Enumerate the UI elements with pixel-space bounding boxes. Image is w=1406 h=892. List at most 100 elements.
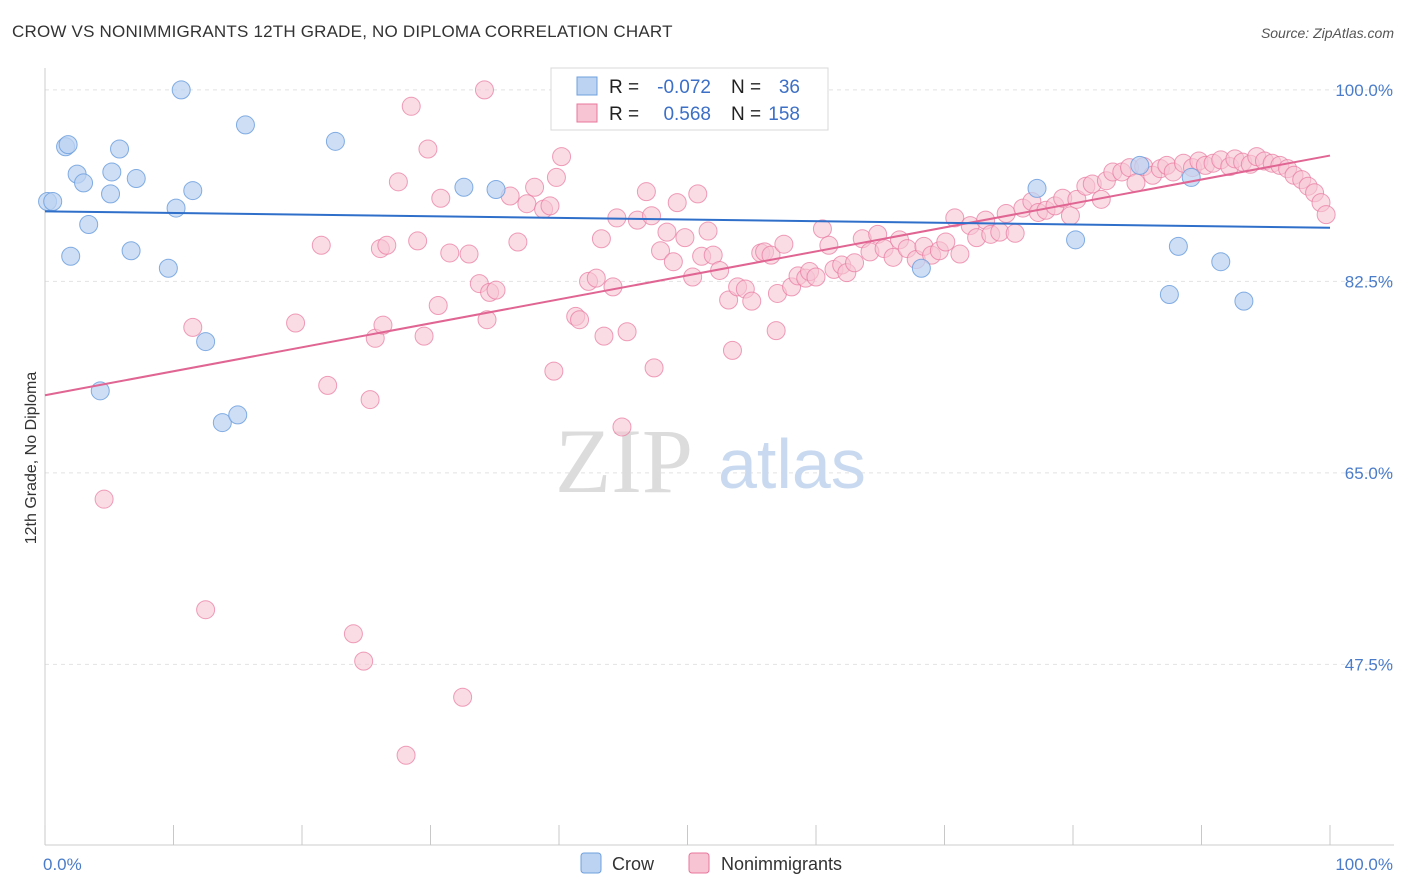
nonimmigrants-point	[401, 96, 421, 116]
crow-point	[58, 135, 78, 155]
trend-lines	[44, 154, 1331, 397]
nonimmigrants-point	[418, 139, 438, 159]
nonimmigrants-point	[603, 277, 623, 297]
nonimmigrants-point	[183, 317, 203, 337]
bottom-legend-non-label: Nonimmigrants	[721, 854, 842, 874]
nonimmigrants-point	[698, 221, 718, 241]
watermark: ZIP atlas	[555, 410, 866, 512]
nonimmigrants-point	[812, 219, 832, 239]
nonimmigrants-point	[845, 253, 865, 273]
nonimmigrants-point	[806, 267, 826, 287]
nonimmigrants-point	[663, 252, 683, 272]
nonimmigrants-point	[722, 340, 742, 360]
legend-non-n-label: N =	[731, 104, 761, 125]
crow-point	[1130, 155, 1150, 175]
crow-point	[1234, 291, 1254, 311]
nonimmigrants-point	[683, 267, 703, 287]
nonimmigrants-point	[667, 193, 687, 213]
nonimmigrants-trend-line	[44, 154, 1331, 397]
nonimmigrants-point	[453, 687, 473, 707]
nonimmigrants-point	[675, 228, 695, 248]
nonimmigrants-point	[570, 310, 590, 330]
crow-point	[61, 246, 81, 266]
nonimmigrants-point	[360, 390, 380, 410]
nonimmigrants-point	[318, 375, 338, 395]
nonimmigrants-point	[414, 326, 434, 346]
legend-crow-r-label: R =	[609, 77, 639, 98]
nonimmigrants-point	[546, 167, 566, 187]
nonimmigrants-point	[343, 624, 363, 644]
crow-point	[171, 80, 191, 100]
crow-point	[74, 173, 94, 193]
stats-legend: R = -0.072 N = 36 R = 0.568 N = 158	[550, 67, 829, 131]
nonimmigrants-point	[936, 232, 956, 252]
nonimmigrants-point	[396, 745, 416, 765]
nonimmigrants-point	[544, 361, 564, 381]
nonimmigrants-point	[766, 321, 786, 341]
crow-point	[325, 131, 345, 151]
nonimmigrants-point	[657, 222, 677, 242]
bottom-legend-crow-label: Crow	[612, 854, 655, 874]
legend-crow-n-value: 36	[779, 77, 800, 98]
crow-point	[486, 179, 506, 199]
bottom-legend-non-swatch	[688, 852, 710, 874]
nonimmigrants-point	[586, 268, 606, 288]
y-tick-label: 100.0%	[1335, 81, 1393, 100]
nonimmigrants-point	[644, 358, 664, 378]
nonimmigrants-point	[459, 244, 479, 264]
watermark-atlas: atlas	[718, 425, 866, 503]
nonimmigrants-point	[594, 326, 614, 346]
nonimmigrants-points	[94, 80, 1336, 765]
nonimmigrants-point	[373, 315, 393, 335]
crow-points	[38, 80, 1254, 433]
nonimmigrants-point	[428, 295, 448, 315]
crow-point	[1027, 178, 1047, 198]
crow-point	[1159, 285, 1179, 305]
crow-point	[911, 258, 931, 278]
nonimmigrants-point	[525, 177, 545, 197]
nonimmigrants-point	[477, 310, 497, 330]
nonimmigrants-point	[286, 313, 306, 333]
crow-point	[121, 241, 141, 261]
nonimmigrants-point	[94, 489, 114, 509]
nonimmigrants-point	[1005, 223, 1025, 243]
nonimmigrants-point	[388, 172, 408, 192]
nonimmigrants-point	[486, 280, 506, 300]
chart-source: Source: ZipAtlas.com	[1260, 25, 1394, 41]
legend-non-swatch	[576, 103, 598, 123]
nonimmigrants-point	[996, 204, 1016, 224]
crow-point	[235, 115, 255, 135]
crow-point	[101, 184, 121, 204]
nonimmigrants-point	[612, 417, 632, 437]
nonimmigrants-point	[591, 229, 611, 249]
crow-trend-line	[44, 210, 1331, 229]
y-tick-labels: 100.0% 82.5% 65.0% 47.5%	[1335, 81, 1393, 675]
crow-point	[196, 332, 216, 352]
crow-point	[454, 177, 474, 197]
nonimmigrants-point	[719, 290, 739, 310]
legend-non-r-value: 0.568	[663, 104, 711, 125]
crow-point	[102, 162, 122, 182]
crow-point	[1168, 236, 1188, 256]
nonimmigrants-point	[1316, 205, 1336, 225]
legend-non-n-value: 158	[768, 104, 800, 125]
y-axis-label: 12th Grade, No Diploma	[23, 372, 40, 545]
x-tick-label: 0.0%	[43, 855, 82, 874]
nonimmigrants-point	[408, 231, 428, 251]
bottom-legend-crow-swatch	[580, 852, 602, 874]
nonimmigrants-point	[1060, 206, 1080, 226]
y-tick-label: 47.5%	[1345, 655, 1393, 674]
legend-crow-r-value: -0.072	[657, 77, 711, 98]
crow-point	[43, 192, 63, 212]
y-tick-label: 82.5%	[1345, 272, 1393, 291]
crow-point	[183, 181, 203, 201]
nonimmigrants-point	[617, 322, 637, 342]
nonimmigrants-point	[311, 235, 331, 255]
crow-point	[1181, 167, 1201, 187]
crow-point	[1066, 230, 1086, 250]
legend-crow-swatch	[576, 76, 598, 96]
nonimmigrants-point	[354, 651, 374, 671]
nonimmigrants-point	[819, 235, 839, 255]
crow-point	[158, 258, 178, 278]
